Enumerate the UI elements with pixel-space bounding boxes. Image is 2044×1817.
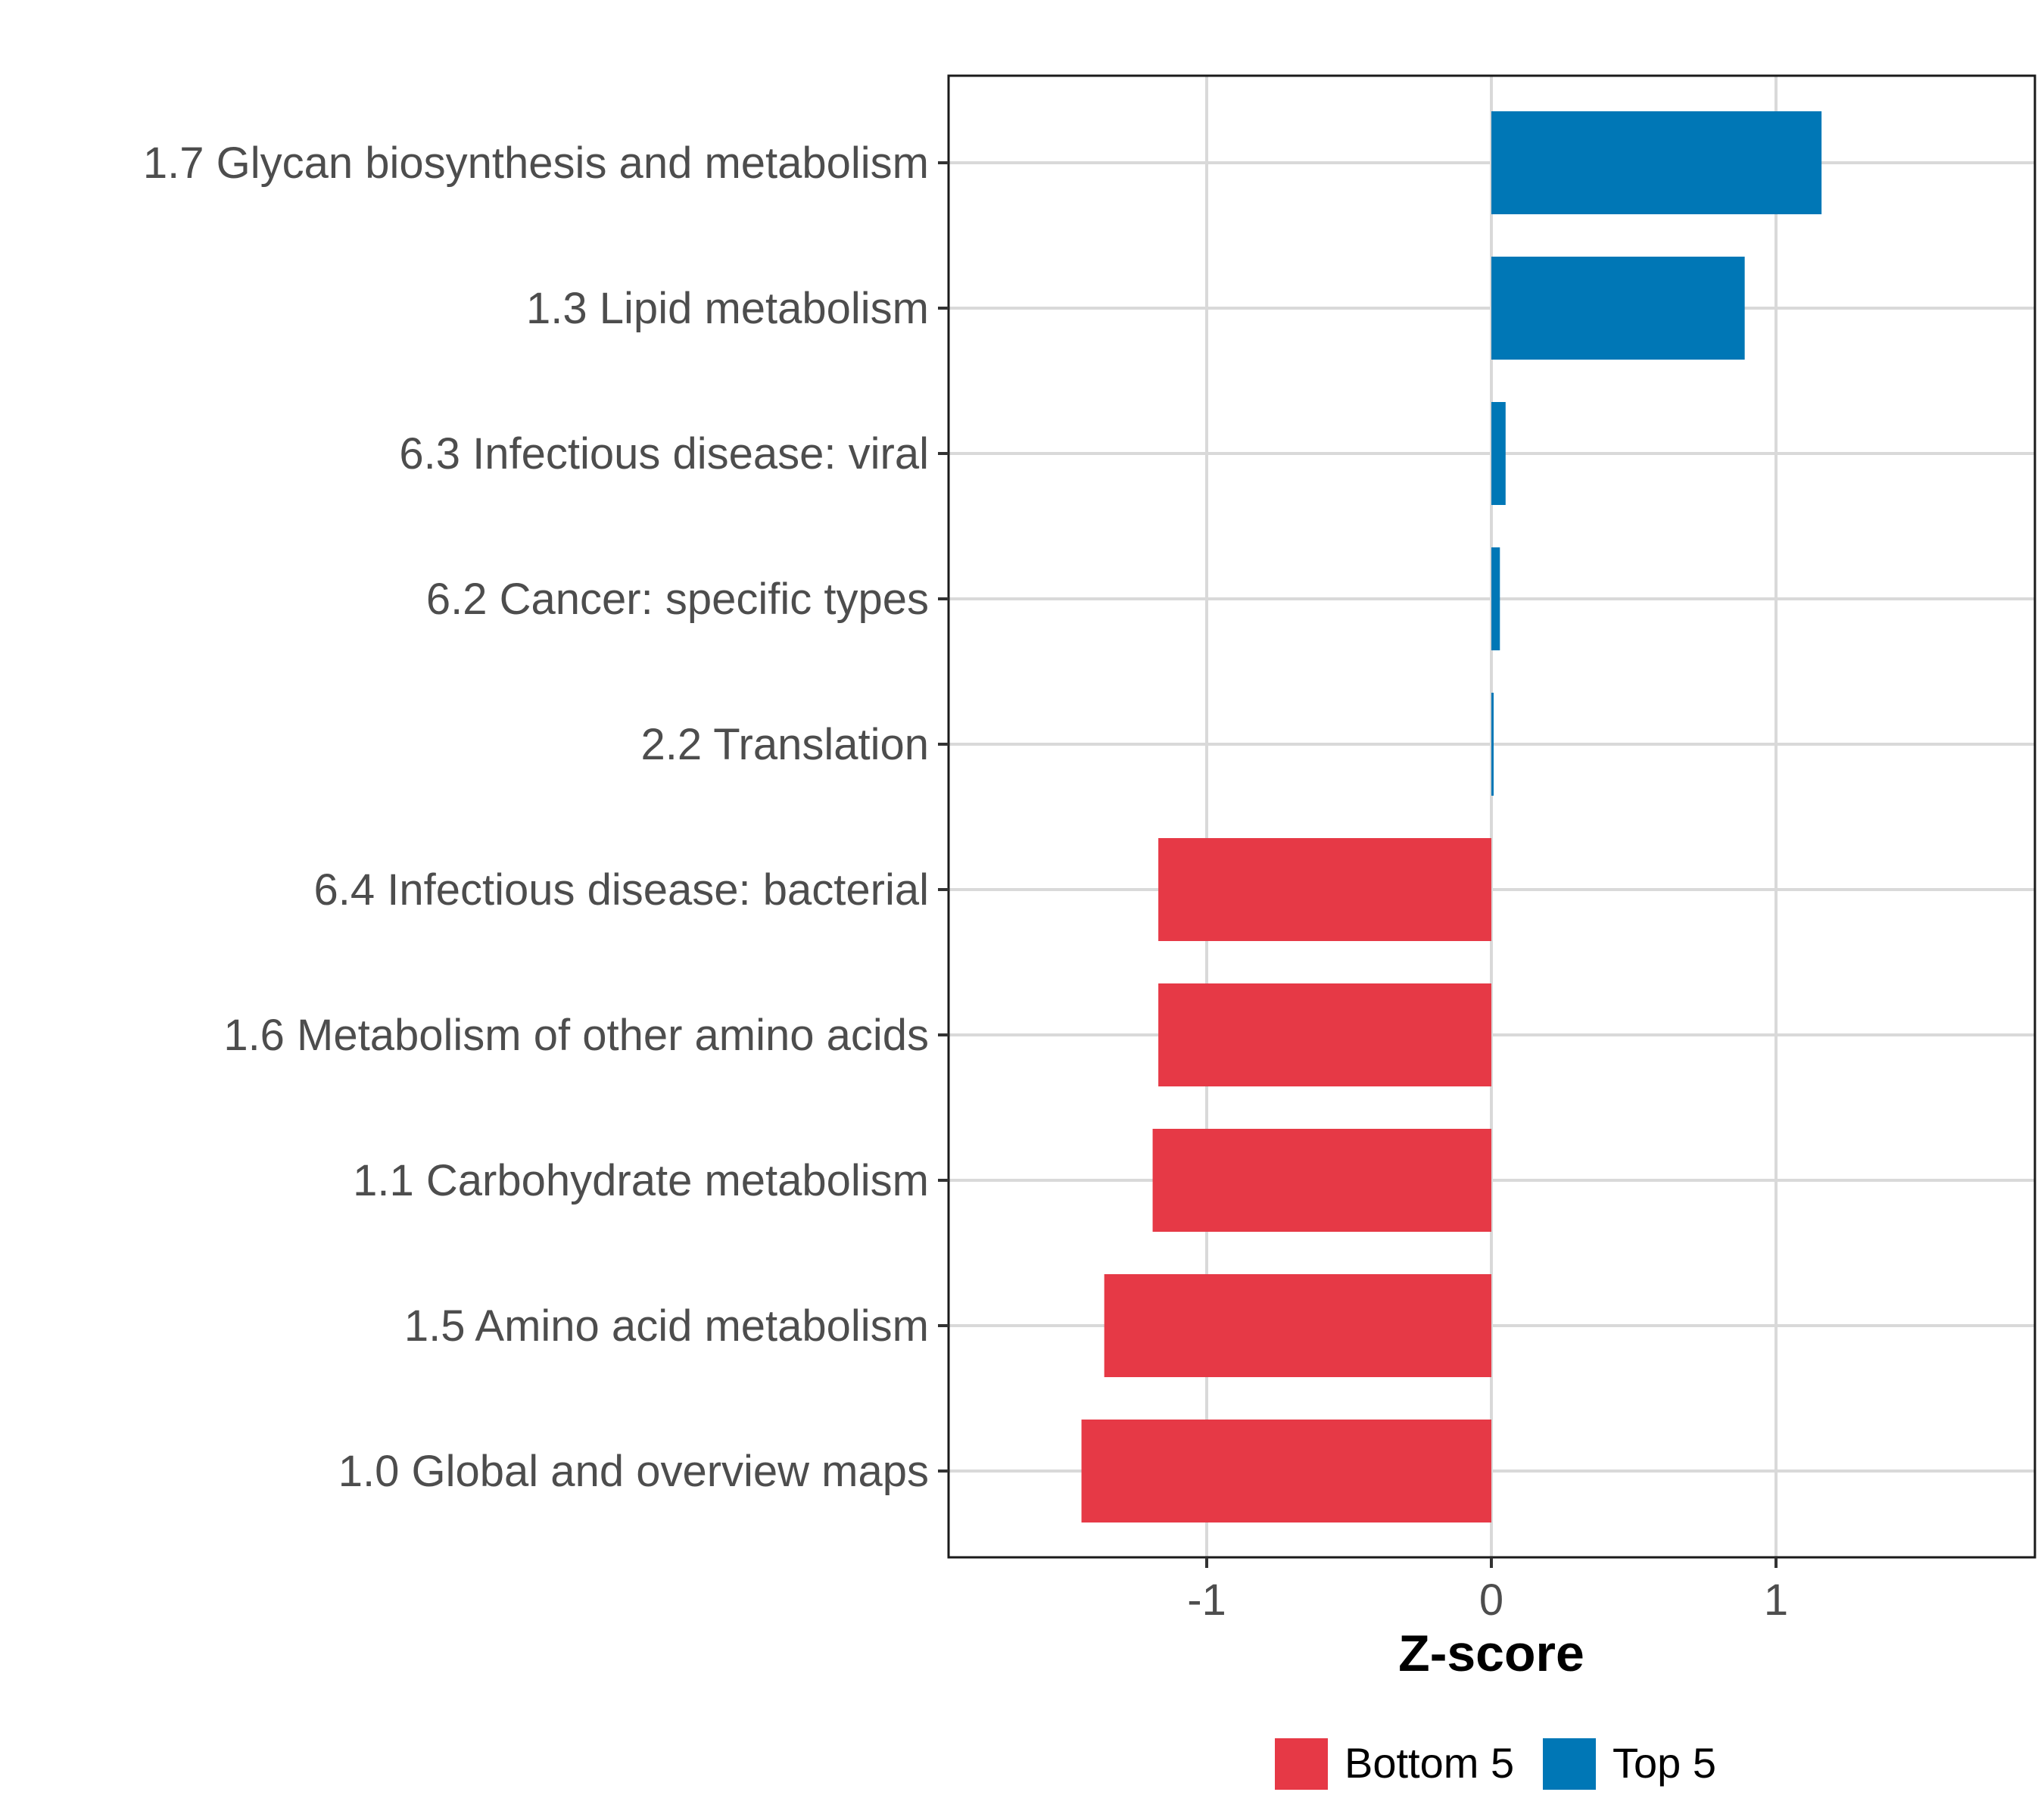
- bar-bottom: [1158, 983, 1491, 1086]
- y-tick-label: 1.6 Metabolism of other amino acids: [223, 1011, 929, 1060]
- y-tick-label: 6.2 Cancer: specific types: [426, 575, 929, 624]
- y-tick-label: 1.3 Lipid metabolism: [526, 284, 929, 333]
- bar-bottom: [1152, 1129, 1491, 1232]
- bar-bottom: [1158, 838, 1491, 941]
- x-tick-label: 0: [1479, 1575, 1503, 1625]
- y-tick-label: 6.4 Infectious disease: bacterial: [314, 865, 929, 915]
- y-axis: 1.7 Glycan biosynthesis and metabolism 1.…: [143, 139, 949, 1496]
- bar-top: [1491, 693, 1494, 796]
- y-tick-label: 1.7 Glycan biosynthesis and metabolism: [143, 139, 929, 188]
- x-axis: -1 0 1: [1187, 1557, 1788, 1625]
- y-tick-label: 1.1 Carbohydrate metabolism: [353, 1156, 929, 1205]
- x-tick-label: -1: [1187, 1575, 1226, 1625]
- legend-key: [1543, 1738, 1596, 1790]
- legend-label: Bottom 5: [1344, 1739, 1514, 1787]
- legend-label: Top 5: [1612, 1739, 1716, 1787]
- y-tick-label: 1.5 Amino acid metabolism: [404, 1301, 929, 1351]
- y-tick-label: 6.3 Infectious disease: viral: [399, 429, 929, 478]
- bar-top: [1491, 547, 1500, 650]
- y-tick-label: 1.0 Global and overview maps: [338, 1447, 929, 1496]
- legend-key: [1275, 1738, 1328, 1790]
- bar-top: [1491, 402, 1506, 505]
- bars: [1081, 111, 1822, 1522]
- x-axis-title: Z-score: [1398, 1625, 1584, 1682]
- bar-bottom: [1104, 1274, 1491, 1377]
- bar-top: [1491, 111, 1822, 214]
- bar-bottom: [1081, 1420, 1491, 1522]
- legend: Bottom 5 Top 5: [1275, 1738, 1716, 1790]
- y-tick-label: 2.2 Translation: [641, 720, 929, 769]
- bar-top: [1491, 257, 1745, 360]
- x-tick-label: 1: [1764, 1575, 1788, 1625]
